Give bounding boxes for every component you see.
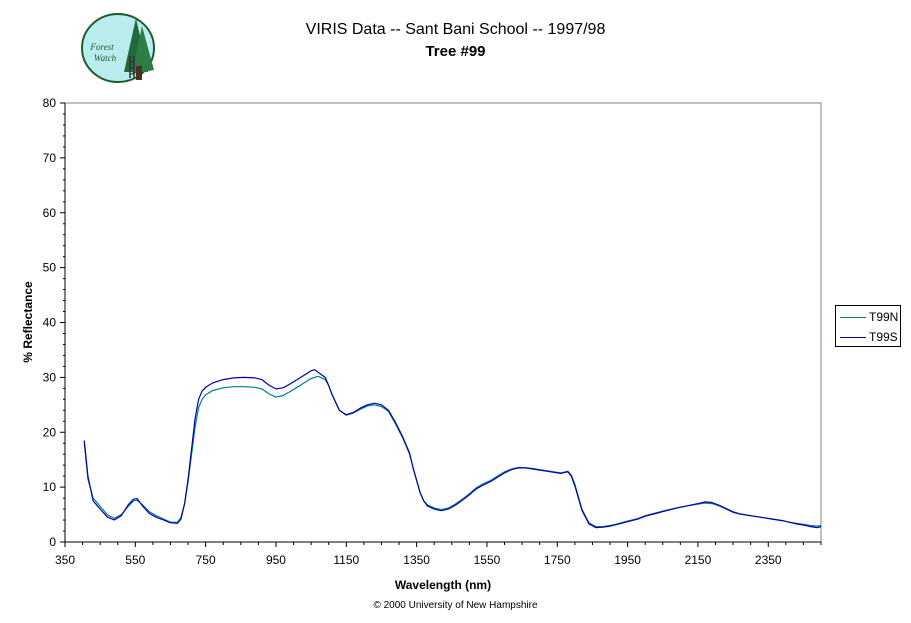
legend-swatch-t99s — [840, 337, 866, 338]
x-tick-label-550: 550 — [125, 553, 145, 567]
plot-area — [64, 102, 822, 543]
y-axis-label: % Reflectance — [21, 281, 35, 363]
legend-label-t99n: T99N — [869, 310, 899, 324]
x-tick-label-1950: 1950 — [614, 553, 641, 567]
logo-text-watch: Watch — [94, 53, 117, 63]
chart-legend: T99N T99S — [835, 305, 901, 347]
copyright-notice: © 2000 University of New Hampshire — [373, 600, 538, 611]
y-tick-label-80: 80 — [43, 96, 57, 110]
x-tick-label-2350: 2350 — [755, 553, 782, 567]
y-tick-label-10: 10 — [43, 480, 57, 494]
y-tick-label-50: 50 — [43, 261, 57, 275]
y-tick-label-30: 30 — [43, 370, 57, 384]
x-tick-label-350: 350 — [55, 553, 75, 567]
chart-title: VIRIS Data -- Sant Bani School -- 1997/9… — [305, 21, 606, 38]
y-tick-label-40: 40 — [43, 316, 57, 330]
forest-watch-logo: Forest Watch — [81, 13, 155, 83]
series-line-t99s — [83, 369, 822, 529]
x-tick-label-1750: 1750 — [544, 553, 571, 567]
x-tick-label-1350: 1350 — [403, 553, 430, 567]
y-tick-label-70: 70 — [43, 151, 57, 165]
x-tick-label-1150: 1150 — [333, 553, 359, 567]
x-tick-label-1550: 1550 — [474, 553, 501, 567]
y-tick-label-20: 20 — [43, 425, 57, 439]
logo-text-forest: Forest — [89, 42, 114, 52]
legend-item-t99n: T99N — [840, 309, 900, 325]
x-tick-label-950: 950 — [266, 553, 286, 567]
x-tick-label-750: 750 — [196, 553, 216, 567]
legend-label-t99s: T99S — [869, 330, 898, 344]
legend-item-t99s: T99S — [840, 329, 900, 345]
legend-swatch-t99n — [840, 317, 866, 318]
x-tick-label-2150: 2150 — [685, 553, 712, 567]
x-axis-label: Wavelength (nm) — [395, 578, 491, 592]
chart-subtitle: Tree #99 — [425, 43, 486, 60]
y-tick-label-60: 60 — [43, 206, 57, 220]
y-tick-label-0: 0 — [49, 535, 56, 549]
